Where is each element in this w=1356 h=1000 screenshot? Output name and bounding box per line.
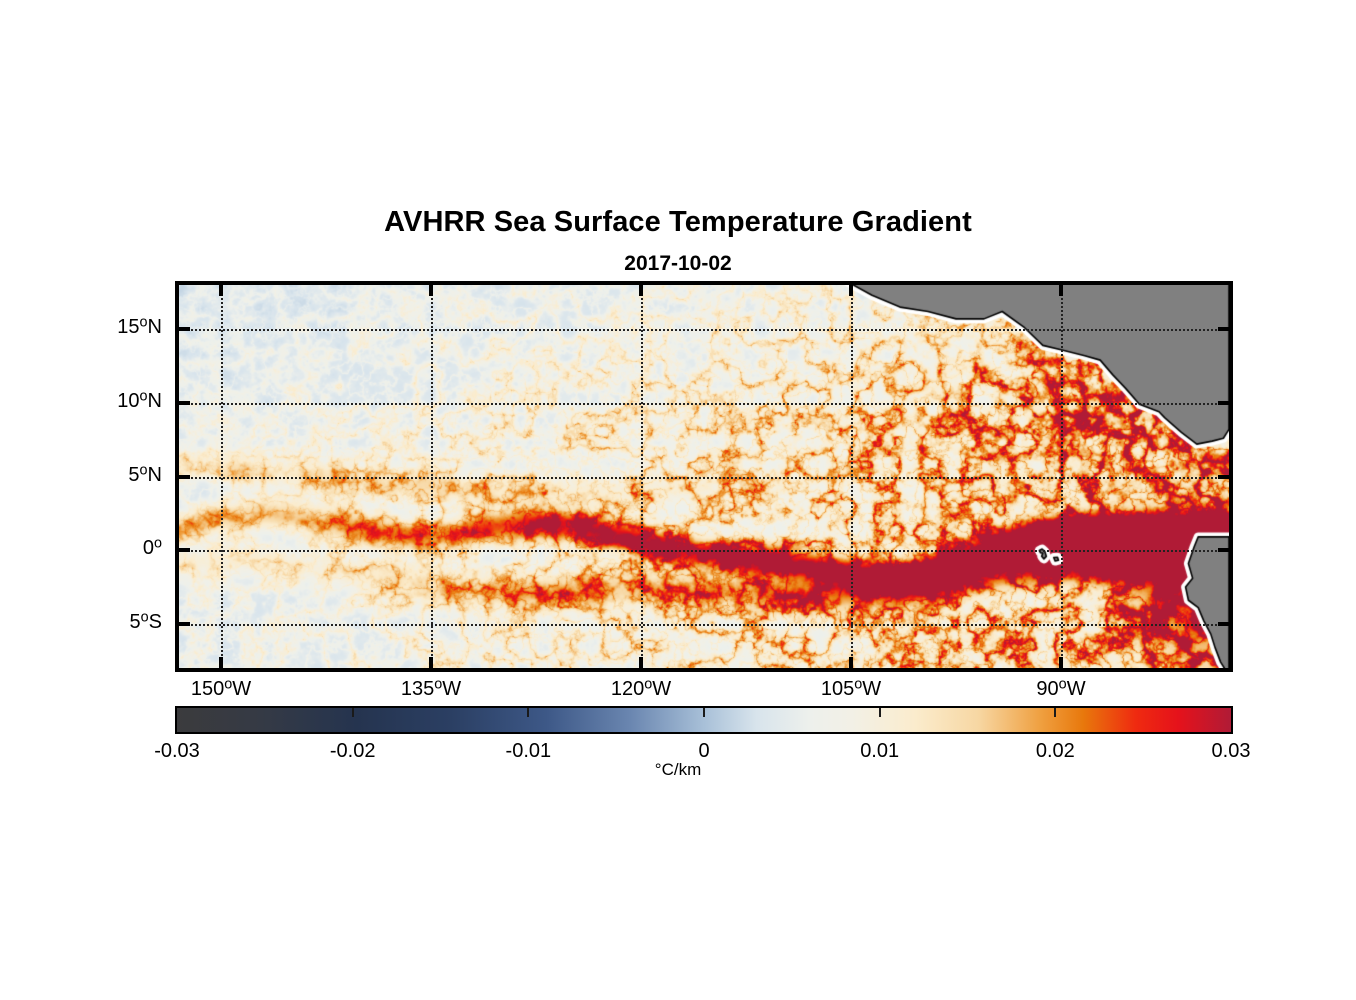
colorbar-tick--0.02 xyxy=(351,708,354,717)
tick-lon-90 xyxy=(1059,657,1063,668)
tick-lat-0 xyxy=(179,548,190,553)
figure-subtitle-date: 2017-10-02 xyxy=(624,252,732,275)
map-axes[interactable] xyxy=(175,281,1233,672)
colorbar-label--0.03: -0.03 xyxy=(154,740,200,762)
tick-lon-120 xyxy=(639,657,643,668)
colorbar-label--0.01: -0.01 xyxy=(505,740,552,762)
tick-lat-5 xyxy=(179,474,190,479)
tick-lon-150 xyxy=(219,657,223,668)
ytick-label-10N: 10oN xyxy=(117,388,162,412)
tick-lat-5 xyxy=(179,621,190,626)
colorbar-tick-0 xyxy=(703,708,705,717)
ytick-label-5S: 5oS xyxy=(129,609,162,633)
xtick-label-105W: 105oW xyxy=(820,676,882,700)
tick-lat-0 xyxy=(1218,548,1229,553)
tick-lat-5 xyxy=(1218,621,1229,626)
tick-lon-135 xyxy=(429,285,433,296)
colorbar-unit-label: °C/km xyxy=(654,760,702,779)
colorbar-tick-0.02 xyxy=(1054,708,1057,717)
colorbar-label-0.03: 0.03 xyxy=(1211,740,1251,762)
tick-lat-15 xyxy=(1218,327,1229,332)
colorbar[interactable] xyxy=(175,706,1233,734)
tick-lat-5 xyxy=(1218,474,1229,479)
tick-lon-135 xyxy=(429,657,433,668)
colorbar-label-0: 0 xyxy=(698,740,710,762)
colorbar-label--0.02: -0.02 xyxy=(329,740,376,762)
ytick-label-15N: 15oN xyxy=(117,314,162,339)
xtick-label-135W: 135oW xyxy=(400,676,462,700)
page-title: AVHRR Sea Surface Temperature Gradient xyxy=(384,206,972,238)
tick-lat-10 xyxy=(1218,400,1229,405)
tick-lon-120 xyxy=(639,285,643,296)
colorbar-tick--0.01 xyxy=(527,708,530,717)
colorbar-label-0.02: 0.02 xyxy=(1035,740,1075,762)
tick-lon-90 xyxy=(1059,285,1063,296)
xtick-label-90W: 90oW xyxy=(1036,676,1086,700)
xtick-label-120W: 120oW xyxy=(610,676,672,700)
sst-gradient-heatmap[interactable] xyxy=(179,285,1229,668)
ytick-label-0eq: 0o xyxy=(142,535,162,560)
ytick-label-5N: 5oN xyxy=(128,462,162,486)
tick-lat-10 xyxy=(179,400,190,405)
tick-lon-150 xyxy=(219,285,223,296)
colorbar-tick-0.01 xyxy=(878,708,881,717)
colorbar-label-0.01: 0.01 xyxy=(860,740,900,762)
tick-lon-105 xyxy=(849,285,853,296)
tick-lat-15 xyxy=(179,327,190,332)
tick-lon-105 xyxy=(849,657,853,668)
xtick-label-150W: 150oW xyxy=(190,676,252,700)
